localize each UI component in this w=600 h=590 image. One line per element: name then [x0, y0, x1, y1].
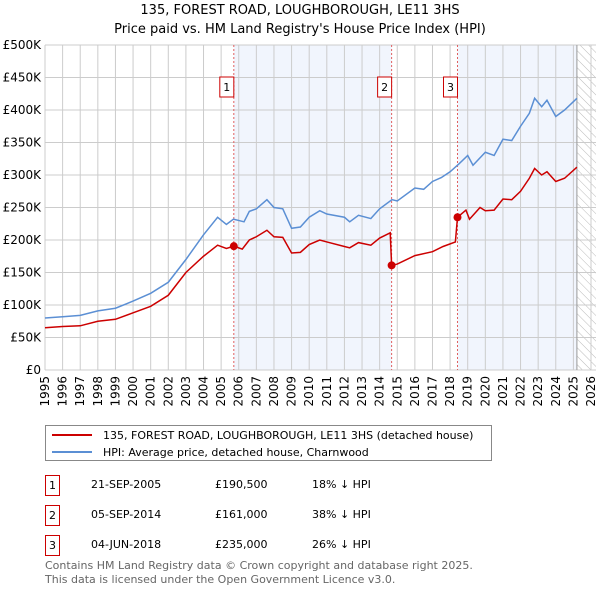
- chart-title: 135, FOREST ROAD, LOUGHBOROUGH, LE11 3HS: [140, 3, 460, 18]
- x-tick-label: 2018: [443, 376, 457, 407]
- x-tick-label: 2016: [408, 376, 422, 407]
- sale-number: 3: [45, 535, 60, 556]
- y-tick-label: £500K: [3, 38, 43, 52]
- x-tick-label: 2005: [214, 376, 228, 407]
- x-tick-label: 1996: [56, 376, 70, 407]
- footer-copyright: Contains HM Land Registry data © Crown c…: [45, 559, 473, 572]
- sale-price: £190,500: [215, 478, 268, 491]
- sale-label-number: 3: [447, 81, 454, 94]
- x-tick-label: 1997: [73, 376, 87, 407]
- sale-label-number: 1: [223, 81, 230, 94]
- x-tick-label: 2007: [249, 376, 263, 407]
- x-tick-label: 2020: [478, 376, 492, 407]
- chart-subtitle: Price paid vs. HM Land Registry's House …: [114, 22, 486, 37]
- y-tick-label: £0: [26, 363, 41, 377]
- x-tick-label: 2001: [144, 376, 158, 407]
- x-tick-label: 2006: [232, 376, 246, 407]
- sale-label-box: [219, 76, 235, 98]
- sale-label-box: [377, 76, 393, 98]
- sale-point: [387, 261, 396, 270]
- legend-item-property: 135, FOREST ROAD, LOUGHBOROUGH, LE11 3HS…: [52, 427, 473, 443]
- y-tick-label: £300K: [3, 168, 43, 182]
- sale-hpi-diff: 26% ↓ HPI: [312, 538, 371, 551]
- y-tick-label: £150K: [3, 266, 43, 280]
- x-tick-label: 2013: [355, 376, 369, 407]
- x-tick-label: 2014: [373, 376, 387, 407]
- sale-date: 21-SEP-2005: [91, 478, 162, 491]
- footer-licence: This data is licensed under the Open Gov…: [45, 573, 396, 586]
- x-tick-label: 2011: [320, 376, 334, 407]
- x-tick-label: 2008: [267, 376, 281, 407]
- series-line: [44, 166, 578, 329]
- x-tick-label: 1999: [108, 376, 122, 407]
- y-tick-label: £400K: [3, 103, 43, 117]
- series-line: [44, 96, 578, 319]
- chart-legend: 135, FOREST ROAD, LOUGHBOROUGH, LE11 3HS…: [45, 425, 492, 461]
- y-tick-label: £50K: [10, 331, 42, 345]
- legend-swatch-red: [52, 434, 92, 436]
- x-tick-label: 2021: [496, 376, 510, 407]
- sale-date: 04-JUN-2018: [91, 538, 162, 551]
- x-tick-label: 1998: [91, 376, 105, 407]
- x-tick-label: 2003: [179, 376, 193, 407]
- x-tick-label: 2002: [161, 376, 175, 407]
- sale-hpi-diff: 38% ↓ HPI: [312, 508, 371, 521]
- x-tick-label: 1995: [38, 376, 52, 407]
- sale-number: 1: [45, 475, 60, 496]
- legend-label: HPI: Average price, detached house, Char…: [103, 445, 369, 459]
- sale-label-box: [442, 76, 458, 98]
- legend-item-hpi: HPI: Average price, detached house, Char…: [52, 444, 369, 460]
- legend-swatch-blue: [52, 451, 92, 453]
- sale-price: £161,000: [215, 508, 268, 521]
- y-tick-label: £250K: [3, 201, 43, 215]
- sale-price: £235,000: [215, 538, 268, 551]
- sale-label-number: 2: [381, 81, 388, 94]
- x-tick-label: 2010: [302, 376, 316, 407]
- sale-number: 2: [45, 505, 60, 526]
- x-tick-label: 2015: [390, 376, 404, 407]
- price-chart: 1995 1996 1997 1998 1999 2000 2001 2002 2003 2004…: [3, 38, 598, 407]
- y-tick-label: £200K: [3, 233, 43, 247]
- y-tick-label: £450K: [3, 71, 43, 85]
- x-tick-label: 2017: [425, 376, 439, 407]
- sale-date: 05-SEP-2014: [91, 508, 162, 521]
- x-tick-label: 2009: [285, 376, 299, 407]
- sale-point: [453, 213, 462, 222]
- x-tick-label: 2022: [514, 376, 528, 407]
- sale-point: [229, 242, 238, 251]
- y-tick-label: £350K: [3, 136, 43, 150]
- x-tick-label: 2000: [126, 376, 140, 407]
- x-tick-label: 2023: [531, 376, 545, 407]
- x-tick-label: 2019: [461, 376, 475, 407]
- legend-label: 135, FOREST ROAD, LOUGHBOROUGH, LE11 3HS…: [103, 428, 474, 442]
- x-tick-label: 2024: [549, 376, 563, 407]
- x-tick-label: 2025: [566, 376, 580, 407]
- x-tick-label: 2026: [584, 376, 598, 407]
- y-tick-label: £100K: [3, 298, 43, 312]
- x-tick-label: 2012: [337, 376, 351, 407]
- sale-hpi-diff: 18% ↓ HPI: [312, 478, 371, 491]
- x-tick-label: 2004: [197, 376, 211, 407]
